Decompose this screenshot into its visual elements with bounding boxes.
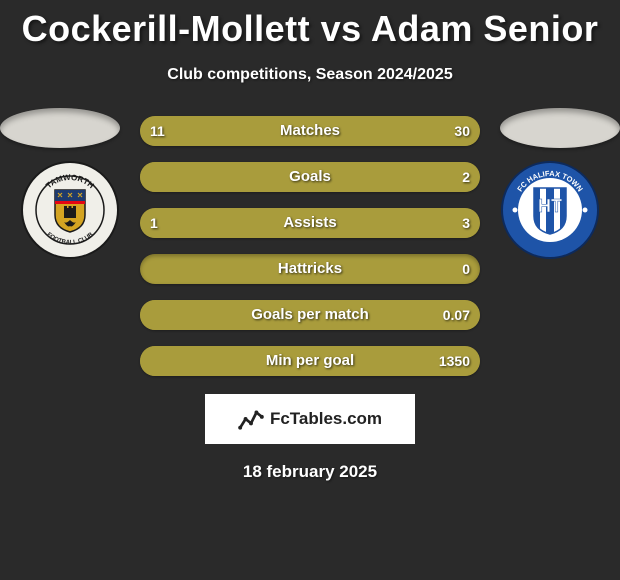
right-team-crest: FC HALIFAX TOWN THE SHAYMEN HT	[500, 160, 600, 260]
stat-bar-row: 0.07Goals per match	[140, 300, 480, 330]
stat-bar-row: 1130Matches	[140, 116, 480, 146]
site-logo-text: FcTables.com	[270, 409, 382, 429]
stat-bar-row: 2Goals	[140, 162, 480, 192]
stat-bar-label: Matches	[140, 116, 480, 146]
stat-bar-label: Goals	[140, 162, 480, 192]
left-ellipse-decoration	[0, 108, 120, 148]
svg-text:HT: HT	[538, 196, 562, 216]
stat-bar-label: Hattricks	[140, 254, 480, 284]
chart-icon	[238, 406, 264, 432]
stat-bar-label: Assists	[140, 208, 480, 238]
stat-bar-row: 0Hattricks	[140, 254, 480, 284]
subtitle: Club competitions, Season 2024/2025	[0, 66, 620, 84]
site-logo: FcTables.com	[205, 394, 415, 444]
tamworth-crest-icon: TAMWORTH FOOTBALL CLUB	[20, 160, 120, 260]
left-team-crest: TAMWORTH FOOTBALL CLUB	[20, 160, 120, 260]
stat-bar-label: Goals per match	[140, 300, 480, 330]
date-label: 18 february 2025	[0, 462, 620, 482]
comparison-panel: TAMWORTH FOOTBALL CLUB FC HALIF	[0, 116, 620, 376]
stat-bar-label: Min per goal	[140, 346, 480, 376]
stat-bar-row: 13Assists	[140, 208, 480, 238]
right-ellipse-decoration	[500, 108, 620, 148]
halifax-crest-icon: FC HALIFAX TOWN THE SHAYMEN HT	[500, 160, 600, 260]
stat-bars-container: 1130Matches 2Goals 13Assists 0Hattricks 0.07…	[140, 116, 480, 376]
page-title: Cockerill-Mollett vs Adam Senior	[0, 0, 620, 50]
stat-bar-row: 1350Min per goal	[140, 346, 480, 376]
